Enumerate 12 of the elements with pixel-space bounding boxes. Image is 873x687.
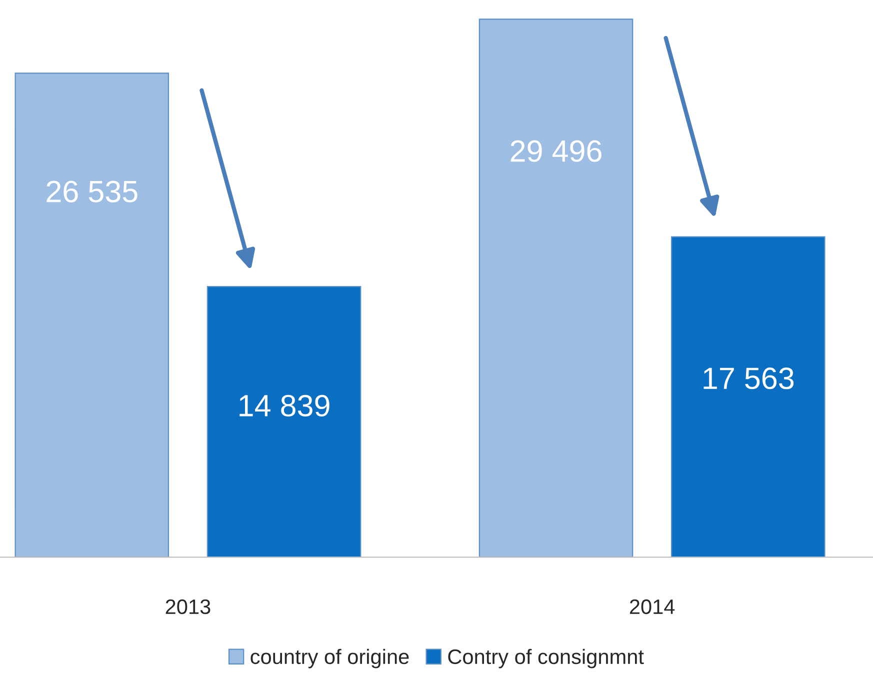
legend-label: country of origine: [250, 648, 409, 668]
bar: [671, 236, 826, 558]
bar: [478, 18, 634, 558]
data-label: 14 839: [240, 394, 330, 417]
bar: [206, 286, 362, 558]
x-tick-label: 2013: [166, 599, 210, 614]
legend-label: Contry of consignmnt: [448, 648, 644, 668]
data-label: 17 563: [704, 368, 794, 390]
x-tick-label: 2014: [630, 599, 675, 614]
data-label: 26 535: [46, 180, 138, 202]
bar: [14, 72, 170, 558]
data-label: 29 496: [510, 140, 602, 162]
